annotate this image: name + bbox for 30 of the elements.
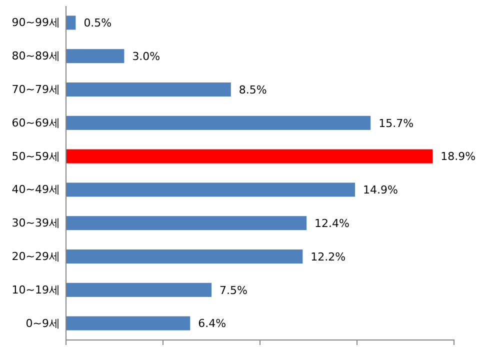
y-tick-label: 30~39세 — [12, 216, 60, 230]
y-tick-label: 10~19세 — [12, 283, 60, 296]
bar — [66, 316, 190, 330]
y-tick-label: 70~79세 — [12, 83, 60, 96]
data-label: 14.9% — [363, 184, 398, 197]
bar — [66, 49, 124, 64]
bar — [66, 249, 303, 264]
bar — [66, 82, 231, 97]
data-label: 7.5% — [220, 284, 248, 297]
bar — [66, 282, 212, 297]
bar — [66, 216, 307, 230]
data-label: 12.4% — [314, 216, 350, 230]
bar — [66, 16, 76, 30]
y-tick-label: 80~89세 — [12, 50, 60, 63]
data-label: 12.2% — [310, 250, 346, 264]
bar — [66, 182, 356, 197]
y-tick-label: 0~9세 — [26, 316, 60, 330]
data-label: 3.0% — [132, 50, 160, 63]
data-label: 6.4% — [198, 317, 226, 330]
y-tick-label: 60~69세 — [12, 116, 60, 130]
y-tick-label: 40~49세 — [12, 183, 60, 196]
data-label: 18.9% — [440, 150, 476, 164]
y-tick-label: 20~29세 — [12, 250, 60, 264]
y-tick-label: 50~59세 — [12, 150, 60, 163]
bar — [66, 149, 433, 164]
y-tick-label: 90~99세 — [12, 16, 60, 30]
data-label: 8.5% — [238, 83, 267, 96]
bar — [66, 116, 371, 130]
data-label: 0.5% — [84, 16, 112, 30]
data-label: 15.7% — [378, 116, 414, 130]
